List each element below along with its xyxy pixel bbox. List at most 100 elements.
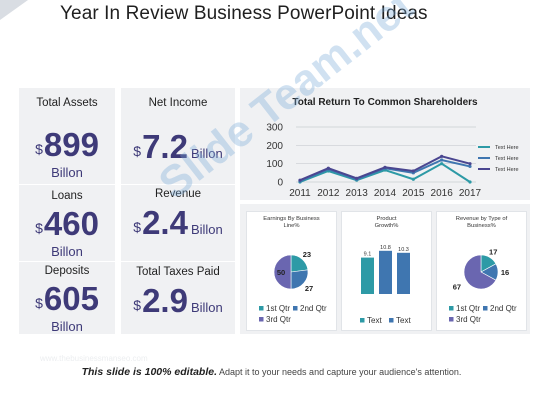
legend-label: Text Here (495, 167, 519, 173)
data-point (468, 180, 472, 184)
pie-value-label: 67 (453, 282, 461, 291)
deposits-label: Deposits (44, 265, 90, 277)
pie-slice (463, 254, 497, 290)
legend-label: Text (367, 316, 382, 325)
revenue-number: 2.4 (142, 204, 188, 241)
data-point (411, 177, 415, 181)
currency-symbol: $ (35, 220, 43, 236)
slide-title: Year In Review Business PowerPoint Ideas (60, 3, 428, 24)
legend-swatch (449, 306, 454, 311)
total-taxes-value: $2.9 Billon (121, 282, 235, 320)
revenue-label: Revenue (154, 188, 202, 200)
total-assets-unit: Billon (51, 165, 83, 180)
bar-value-label: 10.8 (380, 245, 391, 251)
legend-label: 3rd Qtr (456, 315, 481, 324)
loans-unit: Billon (51, 244, 83, 259)
slide-footer: This slide is 100% editable. Adapt it to… (0, 366, 543, 378)
deposits-card: Deposits $605 Billon (19, 262, 115, 334)
currency-symbol: $ (35, 295, 43, 311)
total-assets-card: Total Assets $899 Billon (19, 88, 115, 184)
revenue-type-title: Revenue by Type of Business% (455, 216, 508, 229)
faint-footer-text: www.thebusinessmanseo.com (40, 354, 148, 363)
x-tick-label: 2013 (346, 188, 369, 199)
legend-label: 2nd Qtr (490, 304, 517, 313)
product-growth-card: Product Growth% 9.1 10.8 10.3 Text Text (341, 211, 432, 331)
legend-swatch (259, 317, 264, 322)
mini-charts-panel: Earnings By Business Line% 23 27 50 1st Qtr… (240, 204, 530, 334)
total-taxes-unit: Billon (190, 300, 223, 315)
data-point (440, 162, 444, 166)
shareholder-return-title: Total Return To Common Shareholders (292, 97, 478, 108)
total-assets-number: 899 (43, 126, 99, 163)
product-growth-bar-chart: 9.1 10.8 10.3 Text Text (360, 245, 411, 325)
total-taxes-label: Total Taxes Paid (136, 266, 220, 278)
legend-label: 3rd Qtr (266, 315, 291, 324)
pie-value-label: 27 (305, 284, 313, 293)
bar (361, 257, 374, 294)
bar (379, 250, 392, 294)
revenue-value: $2.4 Billon (121, 204, 235, 242)
data-point (298, 178, 302, 182)
earnings-chart-title: Earnings By Business Line% (263, 216, 320, 229)
bar-value-label: 10.3 (398, 247, 409, 253)
x-tick-label: 2011 (289, 188, 311, 199)
deposits-unit: Billon (51, 319, 83, 334)
earnings-pie-chart: 23 27 50 1st Qtr 2nd Qtr 3rd Qtr (259, 250, 327, 324)
footer-bold-text: This slide is 100% editable. (81, 366, 217, 378)
net-income-unit: Billon (190, 146, 223, 161)
loans-label: Loans (51, 190, 83, 202)
bar-value-label: 9.1 (364, 252, 372, 258)
pie-value-label: 17 (489, 247, 497, 256)
currency-symbol: $ (35, 141, 43, 157)
x-tick-label: 2015 (402, 188, 425, 199)
legend-swatch (259, 306, 264, 311)
total-assets-label: Total Assets (36, 97, 98, 109)
data-point (468, 164, 472, 169)
x-tick-label: 2014 (374, 188, 397, 199)
legend-label: 1st Qtr (456, 304, 480, 313)
deposits-value: $605 (19, 280, 115, 318)
x-tick-label: 2017 (459, 188, 482, 199)
deposits-number: 605 (43, 280, 99, 317)
y-tick-label: 0 (277, 178, 283, 189)
data-point (468, 162, 472, 166)
net-income-number: 7.2 (142, 128, 188, 165)
data-point (440, 158, 444, 162)
corner-decoration (0, 0, 28, 20)
legend-label: Text (396, 316, 411, 325)
pie-slice (273, 254, 292, 290)
legend-label: 1st Qtr (266, 304, 290, 313)
footer-text: Adapt it to your needs and capture your … (217, 367, 462, 377)
total-taxes-card: Total Taxes Paid $2.9 Billon (121, 262, 235, 334)
y-tick-label: 200 (266, 141, 283, 152)
net-income-value: $7.2 Billon (121, 128, 235, 166)
x-tick-label: 2016 (431, 188, 454, 199)
loans-value: $460 (19, 205, 115, 243)
y-tick-label: 100 (266, 159, 283, 170)
data-point (326, 166, 330, 170)
legend-swatch (360, 318, 365, 323)
revenue-type-pie-chart: 17 16 67 1st Qtr 2nd Qtr 3rd Qtr (449, 247, 517, 324)
shareholder-return-line-chart: 300 200 100 0 2011 2012 2013 2014 2015 2016 2017 Te… (266, 123, 519, 200)
data-point (383, 165, 387, 169)
legend-label: Text Here (495, 145, 519, 151)
data-point (411, 169, 415, 173)
bar (397, 252, 410, 294)
revenue-type-card: Revenue by Type of Business% 17 16 67 1st Q… (436, 211, 527, 331)
data-point (440, 154, 444, 158)
legend-swatch (449, 317, 454, 322)
pie-slice (290, 269, 309, 290)
pie-value-label: 23 (303, 250, 311, 259)
shareholder-return-panel: Total Return To Common Shareholders (240, 88, 530, 200)
total-taxes-number: 2.9 (142, 282, 188, 319)
total-assets-value: $899 (19, 126, 115, 164)
legend-label: Text Here (495, 156, 519, 162)
pie-value-label: 50 (277, 268, 285, 277)
loans-number: 460 (43, 205, 99, 242)
x-tick-label: 2012 (317, 188, 340, 199)
loans-card: Loans $460 Billon (19, 185, 115, 261)
legend-swatch (293, 306, 298, 311)
revenue-card: Revenue $2.4 Billon (121, 185, 235, 261)
earnings-chart-card: Earnings By Business Line% 23 27 50 1st Qtr… (246, 211, 337, 331)
